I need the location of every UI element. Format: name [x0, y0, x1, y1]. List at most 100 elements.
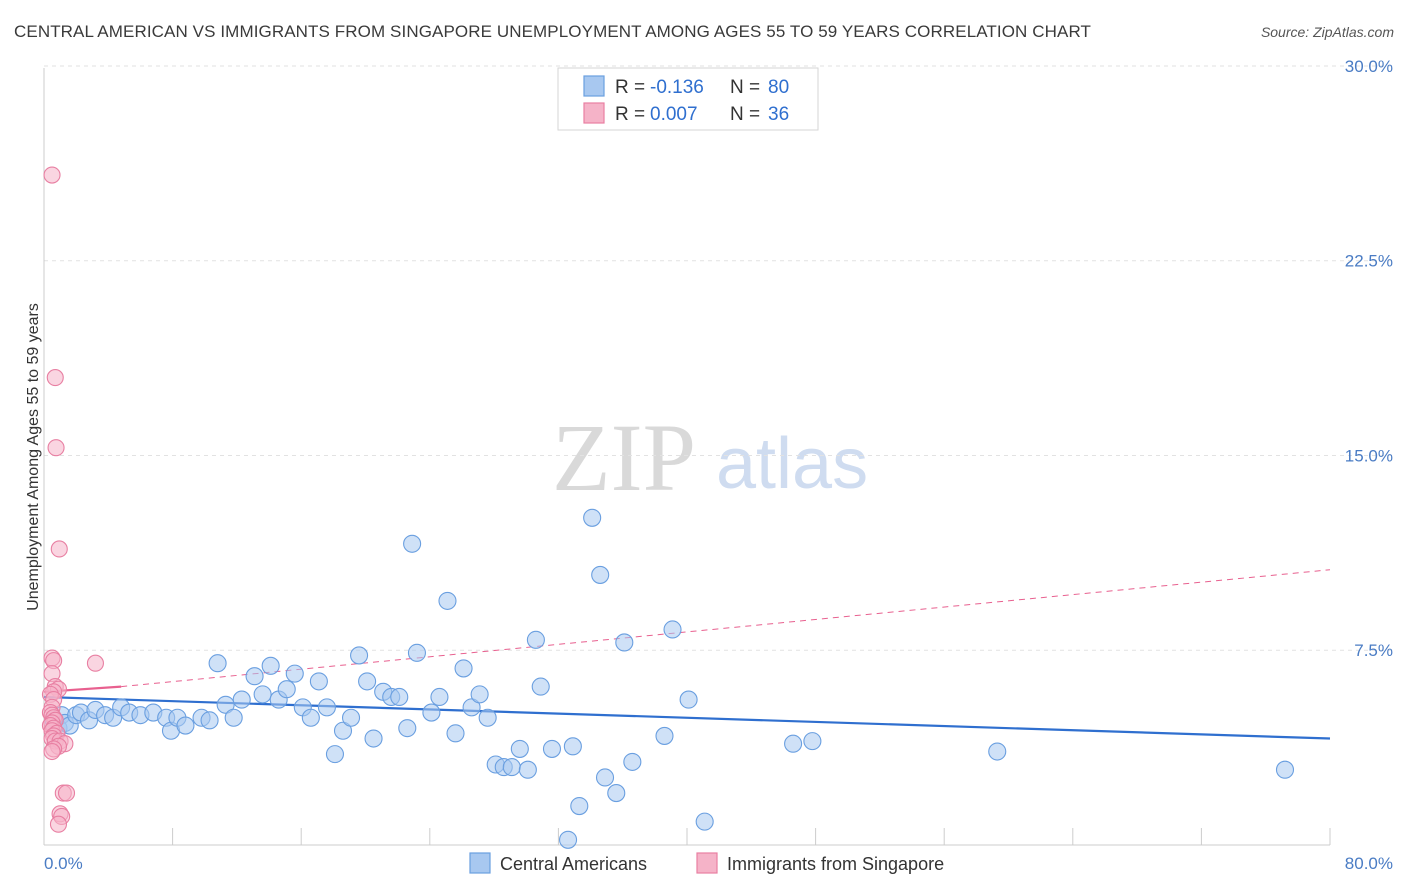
legend-n-label-2: N =	[730, 104, 760, 125]
point-central-americans-48	[430, 687, 449, 707]
trend-line-2	[121, 569, 1331, 688]
point-central-americans-32	[301, 708, 320, 727]
point-central-americans-45	[403, 534, 422, 553]
legend-swatch-blue	[583, 75, 605, 97]
y-tick-label-2: 15.0%	[1345, 446, 1393, 465]
point-central-americans-36	[333, 721, 353, 740]
point-central-americans-77	[803, 732, 822, 751]
point-central-americans-70	[615, 633, 634, 652]
point-singapore-32	[57, 784, 76, 802]
point-singapore-2	[47, 439, 65, 457]
legend-n-value-1: 80	[768, 77, 789, 98]
point-central-americans-24	[232, 690, 251, 709]
legend-r-label-2: R =	[615, 104, 645, 125]
point-central-americans-54	[478, 708, 497, 727]
point-central-americans-26	[253, 685, 272, 704]
correlation-legend: R = -0.136 N = 80 R = 0.007 N = 36	[557, 67, 819, 131]
series-central-americans	[44, 508, 1295, 849]
watermark-atlas: atlas	[716, 424, 868, 504]
point-central-americans-57	[502, 758, 521, 777]
point-central-americans-27	[261, 656, 280, 675]
point-central-americans-60	[526, 630, 545, 649]
point-central-americans-38	[350, 646, 369, 665]
point-central-americans-78	[988, 742, 1007, 761]
point-central-americans-43	[390, 687, 409, 707]
point-central-americans-35	[325, 745, 345, 764]
trend-line-0	[43, 695, 1331, 740]
watermark: ZIP atlas	[552, 404, 868, 511]
point-central-americans-30	[285, 664, 304, 683]
point-singapore-3	[50, 540, 68, 558]
point-singapore-35	[49, 815, 68, 833]
point-central-americans-67	[591, 565, 610, 584]
point-central-americans-59	[518, 760, 537, 779]
legend-r-value-1: -0.136	[650, 77, 704, 98]
point-central-americans-74	[679, 690, 698, 709]
point-central-americans-23	[224, 708, 243, 727]
point-central-americans-20	[200, 711, 219, 730]
watermark-zip: ZIP	[552, 404, 696, 511]
point-central-americans-65	[570, 796, 589, 816]
point-central-americans-66	[583, 508, 602, 527]
source-credit: Source: ZipAtlas.com	[1260, 24, 1394, 40]
point-central-americans-39	[358, 672, 377, 691]
x-tick-label-min: 0.0%	[44, 854, 83, 873]
point-central-americans-22	[216, 695, 235, 714]
chart-title: CENTRAL AMERICAN VS IMMIGRANTS FROM SING…	[14, 22, 1092, 41]
point-central-americans-25	[245, 667, 264, 686]
point-central-americans-50	[446, 724, 465, 743]
legend-swatch-pink	[583, 102, 605, 124]
bottom-legend-swatch-blue	[469, 852, 491, 874]
point-central-americans-44	[398, 719, 417, 738]
point-central-americans-37	[341, 708, 361, 727]
point-central-americans-51	[454, 659, 473, 678]
point-central-americans-29	[277, 680, 296, 699]
x-tick-label-max: 80.0%	[1345, 854, 1393, 873]
point-central-americans-69	[607, 784, 626, 803]
bottom-legend-label-blue: Central Americans	[500, 854, 647, 874]
y-tick-labels: 30.0% 22.5% 15.0% 7.5%	[1345, 57, 1393, 660]
point-central-americans-68	[595, 768, 615, 787]
point-singapore-1	[46, 369, 64, 387]
point-singapore-0	[43, 166, 61, 184]
y-tick-label-0: 30.0%	[1345, 57, 1393, 76]
point-central-americans-73	[663, 620, 682, 639]
legend-r-value-2: 0.007	[650, 104, 698, 125]
point-central-americans-61	[531, 677, 550, 696]
point-central-americans-46	[407, 643, 426, 662]
x-tick-labels: 0.0% 80.0%	[44, 854, 1393, 873]
bottom-legend-label-pink: Immigrants from Singapore	[727, 854, 944, 874]
bottom-legend-swatch-pink	[696, 852, 718, 874]
point-central-americans-79	[1275, 760, 1295, 779]
point-central-americans-18	[176, 716, 195, 735]
point-central-americans-58	[510, 739, 529, 758]
point-central-americans-33	[309, 672, 328, 691]
legend-r-label-1: R =	[615, 77, 645, 98]
point-central-americans-71	[623, 752, 642, 771]
series-legend: Central Americans Immigrants from Singap…	[469, 852, 944, 874]
point-central-americans-34	[317, 698, 336, 717]
point-central-americans-40	[364, 729, 383, 748]
point-central-americans-49	[438, 591, 457, 610]
series-immigrants-singapore	[41, 166, 104, 833]
point-central-americans-63	[558, 830, 578, 849]
point-central-americans-52	[462, 698, 481, 717]
y-axis-title: Unemployment Among Ages 55 to 59 years	[25, 303, 42, 611]
point-central-americans-76	[784, 734, 803, 753]
point-singapore-30	[43, 742, 61, 761]
point-central-americans-64	[563, 737, 582, 756]
legend-n-value-2: 36	[768, 104, 789, 125]
gridlines	[44, 65, 1393, 651]
point-central-americans-47	[422, 703, 441, 722]
point-central-americans-75	[695, 812, 714, 831]
point-central-americans-62	[542, 739, 562, 758]
point-central-americans-53	[470, 685, 489, 704]
point-central-americans-21	[208, 654, 227, 673]
y-tick-label-1: 22.5%	[1345, 252, 1393, 271]
point-singapore-4	[86, 654, 104, 672]
x-ticks	[172, 828, 1331, 845]
point-central-americans-72	[655, 726, 674, 745]
legend-n-label-1: N =	[730, 77, 760, 98]
y-tick-label-3: 7.5%	[1354, 641, 1393, 660]
